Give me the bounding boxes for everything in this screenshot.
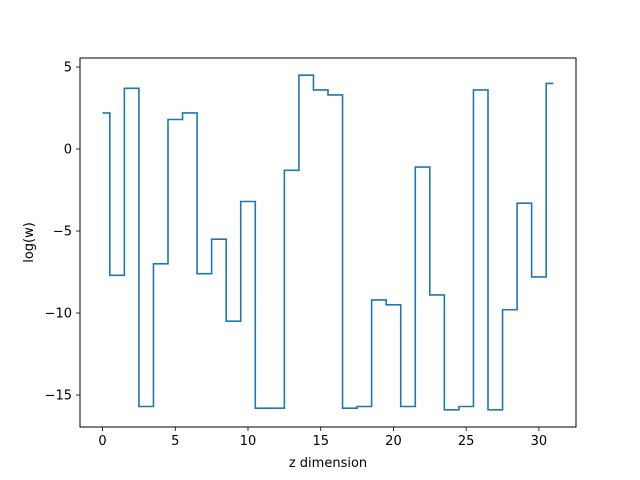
series-layer <box>102 74 554 411</box>
x-axis-ticks: 0 5 10 15 20 25 30 <box>98 427 547 449</box>
y-tick-label: −15 <box>45 389 72 404</box>
x-tick-label: 20 <box>385 434 402 449</box>
y-tick-label: −5 <box>53 225 72 240</box>
y-axis-ticks: 5 0 −5 −10 −15 <box>45 61 80 404</box>
axes-frame <box>79 57 577 428</box>
x-tick-label: 30 <box>531 434 548 449</box>
x-tick-label: 0 <box>98 434 106 449</box>
series-line <box>102 74 554 411</box>
y-tick-label: 5 <box>64 61 72 76</box>
y-axis-label: log(w) <box>22 222 37 263</box>
y-tick-label: 0 <box>64 143 72 158</box>
x-tick-label: 10 <box>240 434 257 449</box>
y-tick-label: −10 <box>45 307 72 322</box>
x-tick-label: 5 <box>171 434 179 449</box>
x-tick-label: 15 <box>312 434 329 449</box>
x-tick-label: 25 <box>458 434 475 449</box>
x-axis-label: z dimension <box>289 456 367 471</box>
